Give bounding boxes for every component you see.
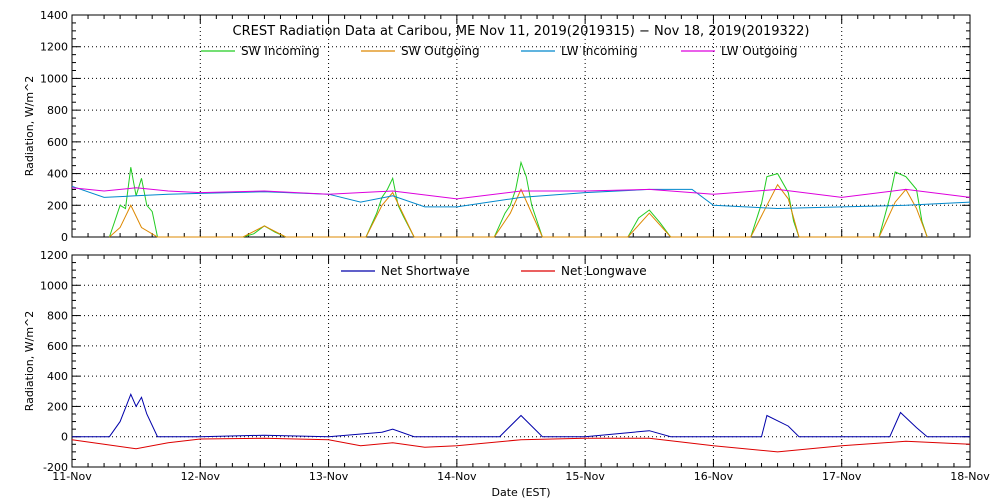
- series-line: [71, 185, 971, 210]
- x-tick-label: 18-Nov: [950, 470, 990, 483]
- y-axis-label: Radiation, W/m^2: [23, 311, 36, 412]
- x-axis-label: Date (EST): [491, 486, 550, 499]
- legend-label: Net Longwave: [561, 264, 647, 278]
- y-tick-label: 0: [61, 431, 68, 444]
- legend-label: LW Outgoing: [721, 44, 798, 58]
- y-tick-label: 800: [47, 310, 68, 323]
- x-tick-label: 13-Nov: [309, 470, 349, 483]
- y-tick-label: 800: [47, 104, 68, 117]
- y-tick-label: 600: [47, 340, 68, 353]
- legend-label: Net Shortwave: [381, 264, 470, 278]
- x-tick-label: 11-Nov: [52, 470, 92, 483]
- series-line: [71, 437, 971, 453]
- x-tick-label: 12-Nov: [181, 470, 221, 483]
- y-tick-label: 600: [47, 136, 68, 149]
- legend-label: SW Incoming: [241, 44, 320, 58]
- plot-frame: [71, 14, 971, 238]
- y-tick-label: 400: [47, 370, 68, 383]
- y-tick-label: 1400: [40, 9, 68, 22]
- y-axis-label: Radiation, W/m^2: [23, 76, 36, 177]
- y-tick-label: 1000: [40, 72, 68, 85]
- plot-frame: [71, 254, 971, 468]
- series-line: [71, 187, 971, 200]
- y-tick-label: 200: [47, 199, 68, 212]
- x-tick-label: 15-Nov: [565, 470, 605, 483]
- series-line: [72, 392, 970, 438]
- y-tick-label: -200: [43, 461, 68, 474]
- panel-2: -200 0 200 400 600 800 1000 1200 Radiation, W/m^…: [23, 249, 990, 499]
- chart-title: CREST Radiation Data at Caribou, ME Nov …: [233, 24, 810, 39]
- legend-label: LW Incoming: [561, 44, 638, 58]
- x-tick-label: 17-Nov: [822, 470, 862, 483]
- y-tick-label: 1200: [40, 249, 68, 262]
- y-tick-label: 200: [47, 400, 68, 413]
- x-tick-label: 14-Nov: [437, 470, 477, 483]
- y-tick-label: 0: [61, 231, 68, 244]
- panel-1: 0 200 400 600 800 1000 1200 1400 Radiation, W/m^…: [23, 9, 971, 244]
- series-line: [109, 183, 928, 238]
- legend-label: SW Outgoing: [401, 44, 480, 58]
- x-tick-label: 16-Nov: [694, 470, 734, 483]
- y-tick-label: 1000: [40, 279, 68, 292]
- y-tick-label: 400: [47, 168, 68, 181]
- y-tick-label: 1200: [40, 41, 68, 54]
